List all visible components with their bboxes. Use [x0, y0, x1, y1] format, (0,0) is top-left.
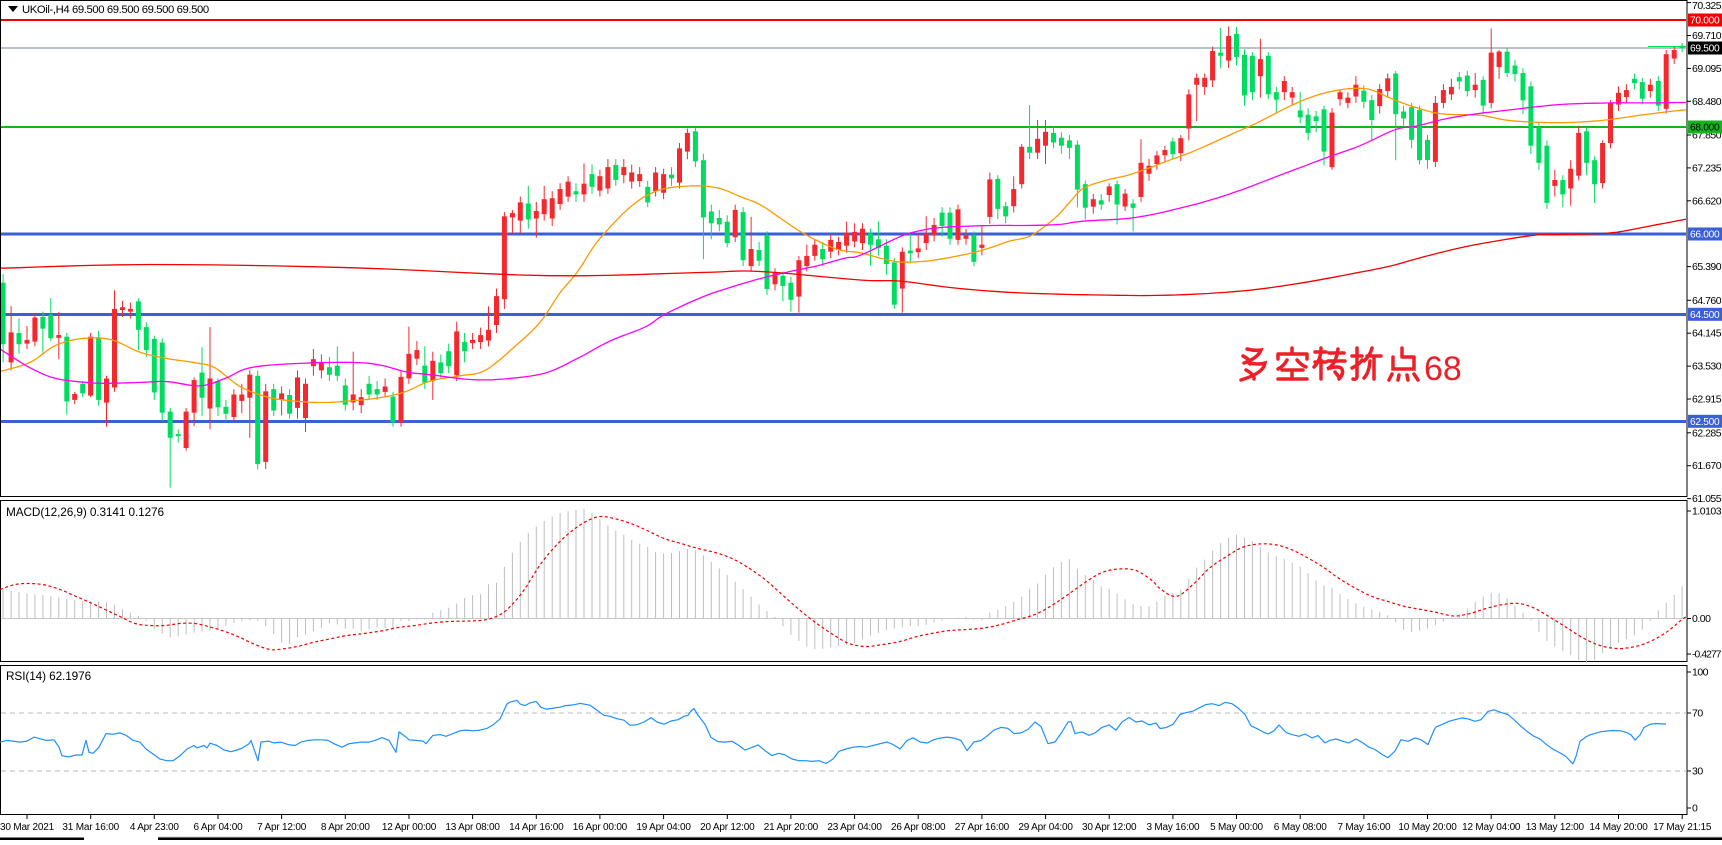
- svg-text:4 Apr 23:00: 4 Apr 23:00: [130, 822, 180, 833]
- svg-text:5 May 00:00: 5 May 00:00: [1210, 822, 1263, 833]
- svg-text:68.000: 68.000: [1690, 123, 1720, 134]
- svg-text:0.00: 0.00: [1692, 613, 1711, 625]
- svg-text:67.235: 67.235: [1692, 162, 1722, 174]
- svg-text:62.915: 62.915: [1692, 394, 1722, 406]
- svg-text:64.760: 64.760: [1692, 295, 1722, 307]
- svg-text:13 Apr 08:00: 13 Apr 08:00: [445, 822, 500, 833]
- svg-text:64.500: 64.500: [1690, 310, 1720, 321]
- svg-text:100: 100: [1692, 667, 1709, 679]
- svg-text:8 Apr 20:00: 8 Apr 20:00: [321, 822, 371, 833]
- svg-text:3 May 16:00: 3 May 16:00: [1146, 822, 1199, 833]
- svg-text:17 May 21:15: 17 May 21:15: [1653, 822, 1712, 833]
- svg-text:19 Apr 04:00: 19 Apr 04:00: [636, 822, 691, 833]
- svg-text:MACD(12,26,9) 0.3141 0.1276: MACD(12,26,9) 0.3141 0.1276: [6, 505, 165, 519]
- svg-text:21 Apr 20:00: 21 Apr 20:00: [764, 822, 819, 833]
- svg-text:68.480: 68.480: [1692, 96, 1722, 108]
- svg-text:20 Apr 12:00: 20 Apr 12:00: [700, 822, 755, 833]
- svg-text:69.095: 69.095: [1692, 63, 1722, 75]
- svg-text:7 May 16:00: 7 May 16:00: [1337, 822, 1390, 833]
- svg-text:70.000: 70.000: [1690, 16, 1720, 27]
- svg-text:12 Apr 00:00: 12 Apr 00:00: [382, 822, 437, 833]
- svg-text:70.325: 70.325: [1692, 0, 1722, 12]
- svg-text:10 May 20:00: 10 May 20:00: [1398, 822, 1457, 833]
- svg-text:30 Mar 2021: 30 Mar 2021: [0, 822, 55, 833]
- svg-text:1.0103: 1.0103: [1692, 506, 1722, 518]
- svg-text:62.500: 62.500: [1690, 417, 1720, 428]
- svg-text:63.530: 63.530: [1692, 361, 1722, 373]
- svg-text:70: 70: [1692, 708, 1703, 720]
- svg-text:66.620: 66.620: [1692, 195, 1722, 207]
- svg-text:68: 68: [1424, 350, 1462, 388]
- svg-text:12 May 04:00: 12 May 04:00: [1462, 822, 1521, 833]
- svg-text:16 Apr 00:00: 16 Apr 00:00: [573, 822, 628, 833]
- svg-text:31 Mar 16:00: 31 Mar 16:00: [62, 822, 119, 833]
- svg-text:6 Apr 04:00: 6 Apr 04:00: [194, 822, 244, 833]
- svg-text:65.390: 65.390: [1692, 261, 1722, 273]
- svg-text:66.000: 66.000: [1690, 230, 1720, 241]
- svg-text:UKOil-,H4 69.500 69.500 69.50: UKOil-,H4 69.500 69.500 69.500 69.500: [22, 4, 209, 16]
- svg-text:23 Apr 04:00: 23 Apr 04:00: [827, 822, 882, 833]
- svg-text:27 Apr 16:00: 27 Apr 16:00: [955, 822, 1010, 833]
- svg-text:14 May 20:00: 14 May 20:00: [1589, 822, 1648, 833]
- svg-text:30: 30: [1692, 766, 1703, 778]
- svg-text:26 Apr 08:00: 26 Apr 08:00: [891, 822, 946, 833]
- svg-text:61.055: 61.055: [1692, 493, 1722, 505]
- svg-text:RSI(14) 62.1976: RSI(14) 62.1976: [6, 669, 92, 683]
- svg-text:61.670: 61.670: [1692, 460, 1722, 472]
- svg-text:62.285: 62.285: [1692, 427, 1722, 439]
- svg-text:6 May 08:00: 6 May 08:00: [1274, 822, 1327, 833]
- svg-text:69.710: 69.710: [1692, 30, 1722, 42]
- svg-text:-0.4277: -0.4277: [1692, 650, 1722, 661]
- svg-text:69.500: 69.500: [1690, 44, 1720, 55]
- svg-text:29 Apr 04:00: 29 Apr 04:00: [1018, 822, 1073, 833]
- svg-text:14 Apr 16:00: 14 Apr 16:00: [509, 822, 564, 833]
- svg-text:0: 0: [1692, 803, 1698, 815]
- svg-text:64.145: 64.145: [1692, 328, 1722, 340]
- svg-text:13 May 12:00: 13 May 12:00: [1526, 822, 1585, 833]
- svg-text:7 Apr 12:00: 7 Apr 12:00: [257, 822, 307, 833]
- svg-text:30 Apr 12:00: 30 Apr 12:00: [1082, 822, 1137, 833]
